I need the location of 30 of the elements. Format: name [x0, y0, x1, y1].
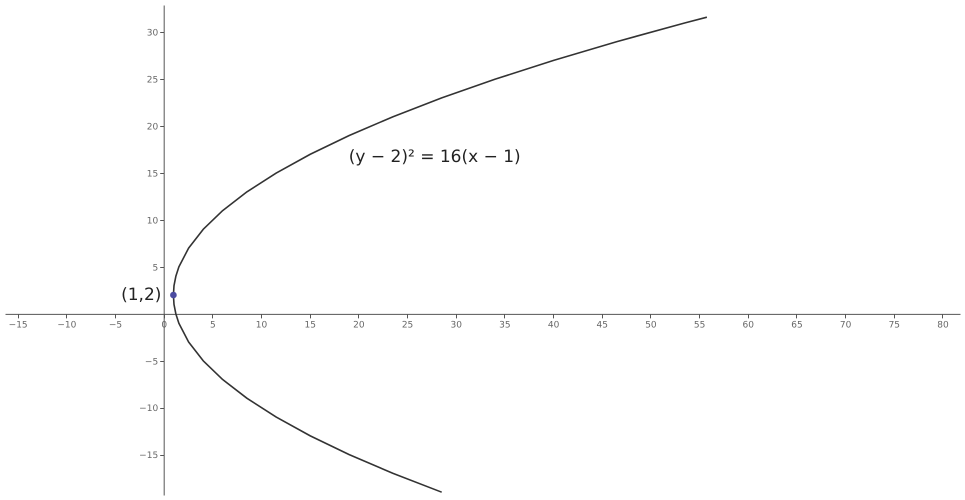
x-tick-label: 50 — [645, 320, 657, 330]
x-tick-label: 55 — [694, 320, 706, 330]
annotation: (y − 2)² = 16(x − 1) — [348, 146, 521, 167]
x-tick-label: 25 — [402, 320, 414, 330]
x-tick-label: −15 — [8, 320, 28, 330]
x-tick-label: 40 — [548, 320, 560, 330]
y-tick-label: −10 — [139, 404, 158, 414]
y-tick-label: 25 — [146, 76, 158, 86]
x-tick-label: 35 — [499, 320, 511, 330]
y-tick-label: 5 — [152, 263, 158, 274]
x-tick-label: 45 — [596, 320, 608, 330]
x-tick-label: 20 — [353, 320, 365, 330]
x-tick-label: 65 — [791, 320, 803, 330]
x-tick-label: 10 — [256, 320, 268, 330]
x-tick-label: 15 — [304, 320, 316, 330]
x-tick-label: 80 — [937, 320, 949, 330]
x-tick-label: 75 — [888, 320, 900, 330]
x-tick-label: −5 — [108, 320, 122, 330]
y-tick-label: 30 — [146, 28, 158, 39]
x-tick-label: 60 — [742, 320, 754, 330]
annotation: (1,2) — [121, 285, 162, 306]
y-tick-label: −15 — [139, 451, 158, 462]
x-tick-label: 70 — [840, 320, 852, 330]
x-tick-label: 30 — [450, 320, 462, 330]
x-tick-label: 5 — [210, 320, 216, 330]
y-tick-label: 20 — [146, 122, 158, 133]
y-tick-label: −5 — [144, 357, 158, 368]
y-tick-label: 15 — [146, 170, 158, 180]
y-tick-label: 10 — [146, 216, 158, 226]
x-tick-label: −10 — [57, 320, 77, 330]
